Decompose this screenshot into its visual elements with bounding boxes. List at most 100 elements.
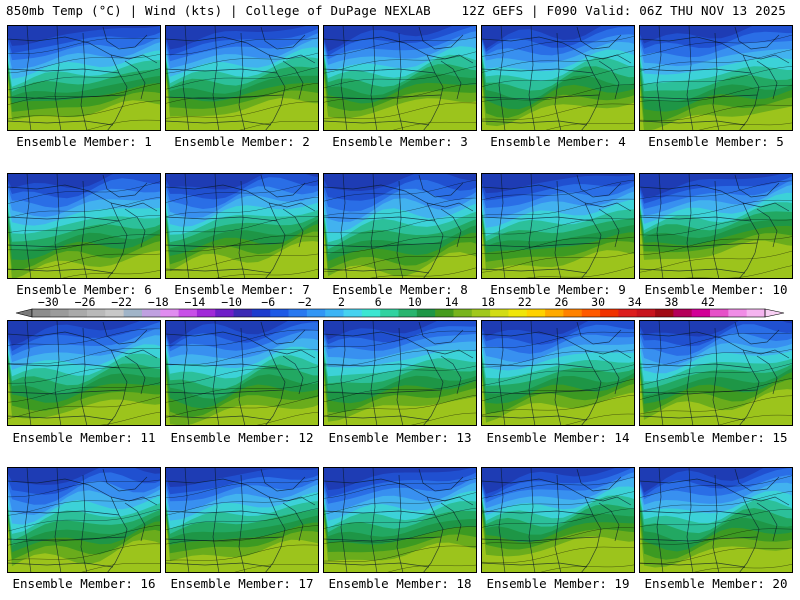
colorbar-swatch (581, 309, 601, 317)
colorbar-swatch (233, 309, 253, 317)
colorbar-tick-label: 6 (375, 295, 382, 309)
temperature-map (323, 25, 477, 131)
temperature-map (7, 173, 161, 279)
colorbar-swatch (435, 309, 454, 317)
colorbar-tick-label: −14 (185, 295, 206, 309)
colorbar-swatch (471, 309, 491, 317)
ensemble-member-label: Ensemble Member: 1 (16, 134, 152, 149)
ensemble-member-label: Ensemble Member: 15 (644, 430, 788, 445)
temperature-map (165, 25, 319, 131)
colorbar-swatch (728, 309, 748, 317)
ensemble-member-label: Ensemble Member: 10 (644, 282, 788, 297)
colorbar-swatch (673, 309, 693, 317)
ensemble-map-panel (165, 320, 319, 426)
colorbar-tick-label: −22 (111, 295, 132, 309)
colorbar-tick-label: 14 (445, 295, 459, 309)
temperature-map (481, 25, 635, 131)
colorbar-swatch (526, 309, 546, 317)
colorbar-swatch (196, 309, 216, 317)
ensemble-map-panel (165, 25, 319, 131)
ensemble-member-label: Ensemble Member: 17 (170, 576, 314, 591)
colorbar-swatch (32, 309, 51, 317)
temperature-map (481, 320, 635, 426)
ensemble-map-panel (639, 173, 793, 279)
ensemble-map-panel (323, 467, 477, 573)
colorbar-tick-label: 30 (591, 295, 605, 309)
temperature-map (7, 467, 161, 573)
colorbar-swatch (123, 309, 143, 317)
colorbar-swatch (50, 309, 70, 317)
temperature-map (639, 25, 793, 131)
ensemble-member-label: Ensemble Member: 3 (332, 134, 468, 149)
ensemble-map-panel (7, 320, 161, 426)
colorbar-swatch (508, 309, 528, 317)
colorbar-swatch (380, 309, 399, 317)
colorbar-outline (31, 308, 766, 318)
ensemble-map-panel (323, 25, 477, 131)
ensemble-member-label: Ensemble Member: 13 (328, 430, 472, 445)
colorbar-swatch (306, 309, 326, 317)
ensemble-map-panel (7, 173, 161, 279)
ensemble-map-panel (639, 467, 793, 573)
ensemble-map-panel (481, 467, 635, 573)
colorbar-tick-label: −26 (75, 295, 96, 309)
colorbar-swatch (636, 309, 656, 317)
ensemble-member-label: Ensemble Member: 8 (332, 282, 468, 297)
ensemble-map-panel (323, 173, 477, 279)
colorbar-tick-label: 42 (701, 295, 715, 309)
temperature-map (165, 173, 319, 279)
colorbar-tick-label: 38 (664, 295, 678, 309)
colorbar-tick-label: 34 (628, 295, 642, 309)
ensemble-map-panel (165, 467, 319, 573)
ensemble-member-label: Ensemble Member: 19 (486, 576, 630, 591)
ensemble-map-panel (639, 320, 793, 426)
colorbar-swatch (618, 309, 638, 317)
colorbar-tick-label: 10 (408, 295, 422, 309)
colorbar-tick-label: 26 (554, 295, 568, 309)
colorbar-tick-label: −10 (221, 295, 242, 309)
ensemble-member-label: Ensemble Member: 5 (648, 134, 784, 149)
temperature-map (323, 467, 477, 573)
ensemble-member-label: Ensemble Member: 14 (486, 430, 630, 445)
temperature-map (7, 320, 161, 426)
ensemble-map-panel (481, 320, 635, 426)
ensemble-member-label: Ensemble Member: 4 (490, 134, 626, 149)
ensemble-member-label: Ensemble Member: 12 (170, 430, 314, 445)
colorbar-tick-label: −6 (261, 295, 275, 309)
temperature-map (639, 467, 793, 573)
temperature-map (323, 173, 477, 279)
map-title: 850mb Temp (°C) | Wind (kts) | College o… (6, 3, 431, 18)
ensemble-member-label: Ensemble Member: 20 (644, 576, 788, 591)
colorbar-labels: −30 −26 −22 −18 −14 −10 −6 −2 2 6 10 14 18 22 26 30 34 38… (38, 295, 715, 309)
temperature-map (165, 467, 319, 573)
colorbar-swatch (416, 309, 436, 317)
ensemble-map-panel (165, 173, 319, 279)
colorbar-swatch (86, 309, 106, 317)
ensemble-member-label: Ensemble Member: 11 (12, 430, 156, 445)
colorbar-min-arrow (15, 308, 33, 318)
colorbar-tick-label: 22 (518, 295, 532, 309)
ensemble-member-label: Ensemble Member: 16 (12, 576, 156, 591)
temperature-map (639, 320, 793, 426)
ensemble-map-panel (639, 25, 793, 131)
colorbar-swatch (288, 309, 308, 317)
temperature-map (7, 25, 161, 131)
ensemble-map-panel (7, 467, 161, 573)
ensemble-map-panel (481, 173, 635, 279)
colorbar-swatch (453, 309, 473, 317)
ensemble-member-label: Ensemble Member: 6 (16, 282, 152, 297)
colorbar-swatch (746, 309, 766, 317)
colorbar-swatches (15, 308, 785, 318)
ensemble-map-panel (323, 320, 477, 426)
colorbar-swatch (68, 309, 88, 317)
run-valid-time: 12Z GEFS | F090 Valid: 06Z THU NOV 13 20… (461, 3, 786, 18)
ensemble-member-label: Ensemble Member: 7 (174, 282, 310, 297)
colorbar-swatch (545, 309, 564, 317)
temperature-map (323, 320, 477, 426)
ensemble-member-label: Ensemble Member: 18 (328, 576, 472, 591)
temperature-map (165, 320, 319, 426)
colorbar-swatch (398, 309, 418, 317)
ensemble-map-panel (7, 25, 161, 131)
colorbar-swatch (251, 309, 271, 317)
temperature-map (481, 467, 635, 573)
